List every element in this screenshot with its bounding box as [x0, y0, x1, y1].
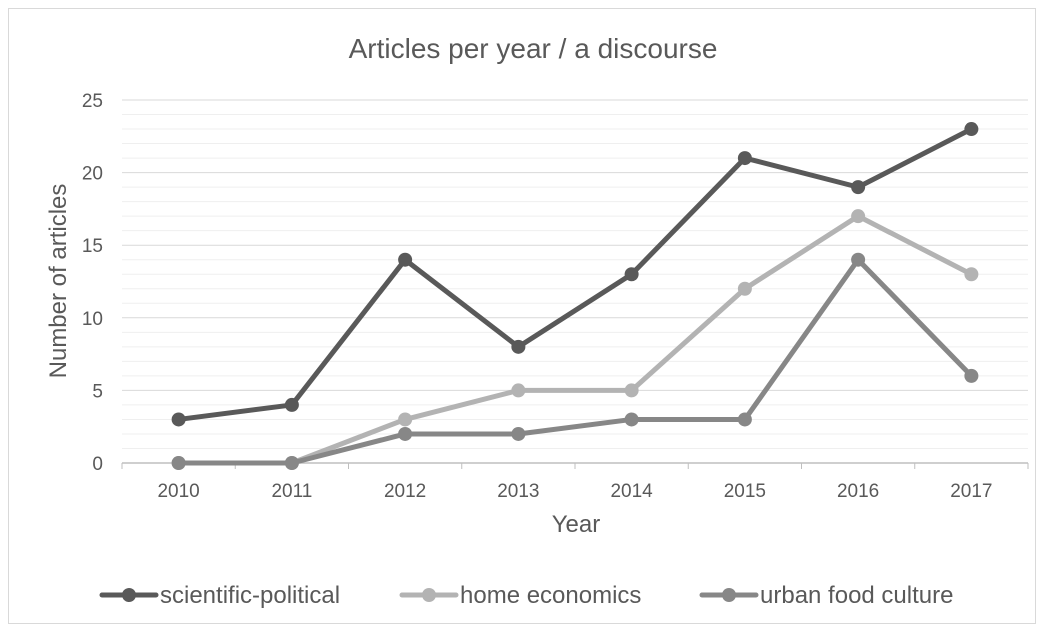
- y-tick-label: 15: [82, 236, 103, 257]
- legend-item: urban food culture: [699, 582, 953, 609]
- data-point: [171, 456, 186, 470]
- data-point: [624, 267, 639, 282]
- data-point: [737, 151, 752, 166]
- data-point: [964, 122, 979, 137]
- y-tick-label: 20: [82, 164, 103, 185]
- x-axis-title: Year: [552, 511, 601, 538]
- chart-frame: [8, 8, 1036, 624]
- x-tick-label: 2015: [724, 481, 766, 502]
- y-tick-label: 25: [82, 91, 103, 112]
- data-point: [737, 281, 752, 296]
- data-point: [511, 383, 526, 398]
- data-point: [737, 412, 752, 427]
- x-tick-label: 2017: [950, 481, 992, 502]
- legend-swatch-marker: [722, 588, 736, 602]
- data-point: [851, 209, 866, 224]
- series-line-scientific-political: [176, 126, 974, 422]
- legend-swatch-marker: [422, 588, 436, 602]
- data-point: [964, 267, 979, 282]
- chart-title: Articles per year / a discourse: [349, 33, 718, 64]
- legend: scientific-political home economics urban …: [99, 582, 953, 609]
- legend-swatch-marker: [122, 588, 136, 602]
- data-point: [624, 383, 639, 398]
- legend-item: scientific-political: [99, 582, 340, 609]
- y-axis-title: Number of articles: [45, 184, 72, 379]
- x-tick-label: 2016: [837, 481, 879, 502]
- legend-item: home economics: [399, 582, 641, 609]
- x-tick-label: 2014: [610, 481, 653, 502]
- series-group: [171, 122, 979, 470]
- x-axis: 2010 2011 2012 2013 2014 2015 2016 2017: [121, 462, 1029, 502]
- legend-label: urban food culture: [760, 582, 953, 609]
- x-tick-label: 2012: [384, 481, 426, 502]
- data-point: [398, 252, 413, 267]
- x-tick-label: 2011: [271, 481, 312, 502]
- data-point: [171, 412, 186, 427]
- data-point: [284, 397, 299, 412]
- legend-label: scientific-political: [160, 582, 340, 609]
- data-point: [851, 252, 866, 267]
- data-point: [964, 368, 979, 383]
- data-point: [624, 412, 639, 427]
- y-tick-label: 5: [92, 381, 103, 402]
- y-tick-label: 10: [82, 309, 103, 330]
- data-point: [398, 412, 413, 427]
- data-point: [284, 456, 299, 470]
- data-point: [851, 180, 866, 195]
- x-tick-label: 2010: [157, 481, 199, 502]
- data-point: [511, 339, 526, 354]
- legend-label: home economics: [460, 582, 641, 609]
- y-tick-label: 0: [92, 454, 103, 475]
- series-line-urban-food-culture: [176, 257, 974, 466]
- data-point: [398, 426, 413, 441]
- gridlines: [122, 99, 1028, 449]
- y-axis-ticks: 0 5 10 15 20 25: [82, 91, 103, 475]
- data-point: [511, 426, 526, 441]
- x-tick-label: 2013: [497, 481, 539, 502]
